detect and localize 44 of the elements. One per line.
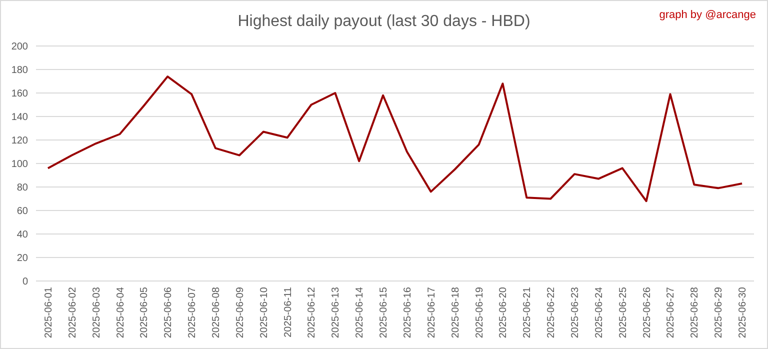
y-tick-label: 40 [16,230,28,240]
y-tick-label: 160 [11,88,28,100]
y-tick-label: 180 [11,65,28,76]
text: graph by @arcange [659,9,756,21]
x-tick-label: 2025-06-09 [234,286,246,338]
x-tick-label: 2025-06-15 [378,286,390,338]
x-tick-label: 2025-06-12 [306,286,318,338]
x-tick-label: 2025-06-19 [474,286,486,338]
x-tick-label: 2025-06-02 [67,286,78,338]
y-tick-label: 100 [11,159,28,170]
y-tick-label: 140 [11,112,28,123]
x-tick-label: 2025-06-01 [43,286,54,338]
x-tick-label: 2025-06-13 [330,286,342,338]
x-tick-label: 2025-06-25 [618,286,629,338]
x-tick-label: 2025-06-11 [282,286,294,338]
x-tick-label: 2025-06-16 [402,286,414,338]
x-tick-label: 2025-06-24 [594,286,605,338]
x-tick-label: 2025-06-14 [354,286,366,338]
y-tick-label: 120 [11,136,28,146]
x-tick-label: 2025-06-04 [115,286,126,338]
x-tick-label: 2025-06-06 [163,286,174,338]
y-tick-label: 20 [16,253,28,264]
x-tick-label: 2025-06-23 [570,286,581,338]
x-tick-label: 2025-06-03 [91,286,102,338]
y-tick-label: 60 [16,206,28,217]
x-tick-label: 2025-06-18 [450,286,462,338]
x-tick-label: 2025-06-26 [642,286,653,338]
y-tick-label: 80 [16,182,28,194]
x-tick-label: 2025-06-30 [738,286,749,338]
chart-title: Highest daily payout (last 30 days - HBD) [238,13,530,30]
x-tick-label: 2025-06-17 [426,286,438,338]
x-tick-label: 2025-06-07 [187,286,198,338]
x-tick-label: 2025-06-27 [666,286,677,338]
line-series [46,76,744,202]
x-tick-label: 2025-06-22 [546,286,558,338]
x-tick-label: 2025-06-08 [211,286,222,338]
y-tick-label: 200 [11,42,28,52]
x-tick-label: 2025-06-05 [139,286,150,338]
x-tick-label: 2025-06-20 [498,286,510,338]
y-tick-label: 0 [22,276,28,288]
x-tick-label: 2025-06-29 [714,286,725,338]
x-tick-label: 2025-06-21 [522,286,534,338]
x-tick-label: 2025-06-10 [258,286,270,338]
x-tick-label: 2025-06-28 [690,286,701,338]
